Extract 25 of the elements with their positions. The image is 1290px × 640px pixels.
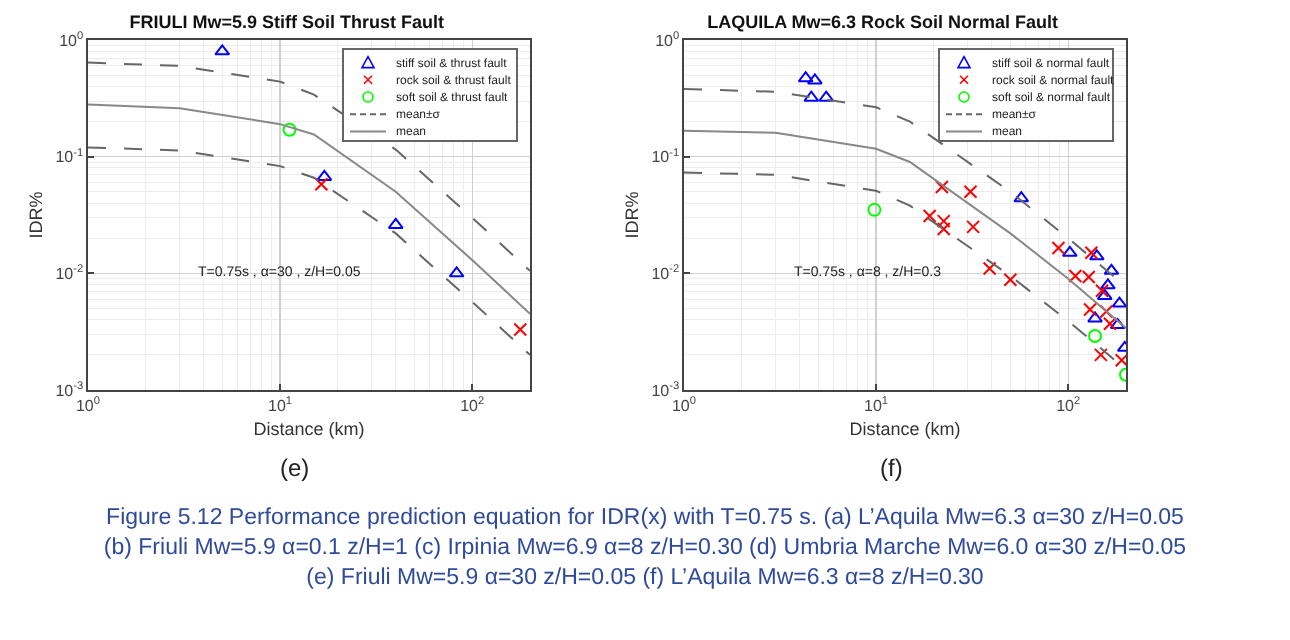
text: (e) <box>280 454 310 482</box>
chart-title: FRIULI Mw=5.9 Stiff Soil Thrust Fault <box>129 11 444 32</box>
x-tick-label: 10$^{0}$ <box>75 396 101 415</box>
chart-title: LAQUILA Mw=6.3 Rock Soil Normal Fault <box>707 11 1059 32</box>
x-tick-label: 10$^{1}$ <box>268 396 293 415</box>
y-tick-label: 10$^{-1}$ <box>55 147 84 167</box>
text: (e) Friuli Mw=5.9 α=30 z/H=0.05 (f) L’Aquila Mw=6.3 α=8 z/H=0.30 <box>304 564 986 594</box>
x-tick-label: 10$^{2}$ <box>1056 396 1081 415</box>
y-tick-label: 10$^{-2}$ <box>651 264 680 283</box>
x-tick-label: 10$^{2}$ <box>460 396 485 415</box>
y-tick-label: 10$^{0}$ <box>655 30 680 50</box>
y-tick-label: 10$^{-2}$ <box>55 264 84 283</box>
y-tick-label: 10$^{-3}$ <box>55 380 84 400</box>
text: (b) Friuli Mw=5.9 α=0.1 z/H=1 (c) Irpinia Mw=6.9 α=8 z/H=0.30 (d) Umbria Marche Mw=6.0 α=30 z/H=0.05 <box>101 534 1189 564</box>
y-tick-label: 10$^{0}$ <box>59 30 84 50</box>
y-tick-label: 10$^{-3}$ <box>651 380 680 400</box>
x-tick-label: 10$^{1}$ <box>864 396 889 415</box>
text: (f) <box>880 454 903 482</box>
y-axis-title: IDR% <box>621 191 642 239</box>
y-axis-title: IDR% <box>25 191 46 239</box>
caption: Figure 5.12 Performance prediction equation for IDR(x) with T=0.75 s. (a) L’Aquila Mw=6.3 α=30 z/H=0.05 <box>104 504 1186 534</box>
x-axis-title: Distance (km) <box>849 418 961 439</box>
x-axis-title: Distance (km) <box>253 418 365 439</box>
y-tick-label: 10$^{-1}$ <box>651 147 680 167</box>
x-tick-label: 10$^{0}$ <box>671 396 697 415</box>
